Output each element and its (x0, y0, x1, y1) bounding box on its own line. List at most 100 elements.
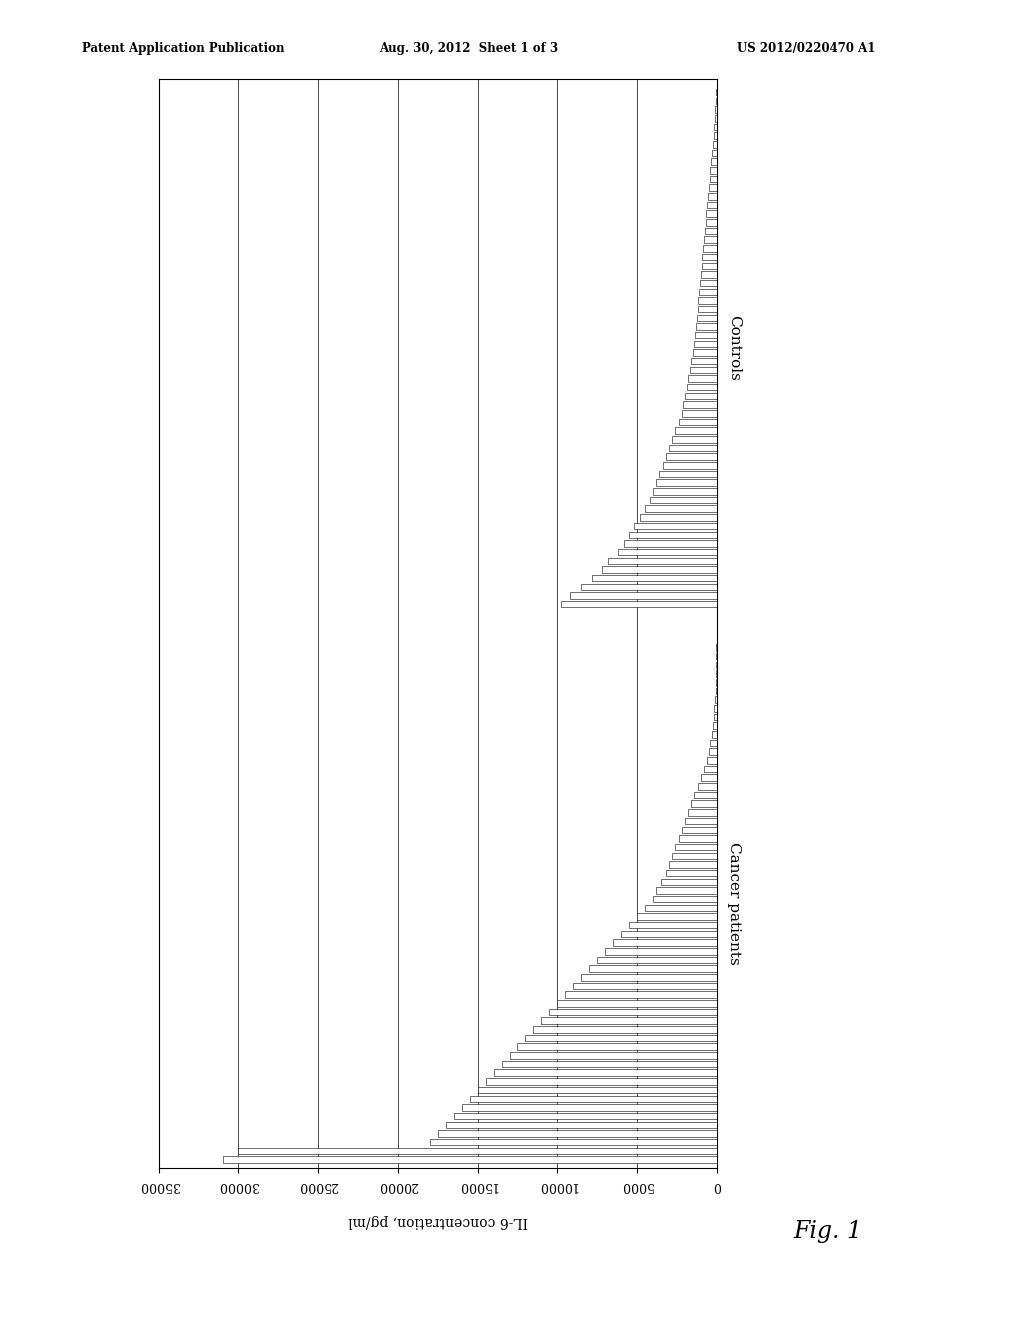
Bar (662, 879, 717, 886)
Bar (708, 202, 717, 209)
Bar (713, 141, 717, 148)
Bar (690, 367, 717, 374)
Bar (715, 124, 717, 131)
Bar (222, 1156, 717, 1163)
Bar (650, 496, 717, 503)
Bar (679, 836, 717, 842)
Bar (705, 766, 717, 772)
Bar (510, 1052, 717, 1059)
Bar (694, 341, 717, 347)
Text: Aug. 30, 2012  Sheet 1 of 3: Aug. 30, 2012 Sheet 1 of 3 (379, 42, 558, 55)
Bar (542, 1018, 717, 1024)
Bar (629, 532, 717, 539)
X-axis label: IL-6 concentration, pg/ml: IL-6 concentration, pg/ml (348, 1214, 527, 1228)
Bar (708, 193, 717, 199)
Bar (602, 566, 717, 573)
Bar (709, 185, 717, 191)
Bar (239, 1147, 717, 1154)
Bar (711, 168, 717, 173)
Bar (617, 549, 717, 556)
Bar (634, 523, 717, 529)
Bar (705, 228, 717, 235)
Bar (666, 453, 717, 459)
Bar (589, 965, 717, 972)
Bar (597, 957, 717, 964)
Bar (697, 306, 717, 313)
Bar (705, 236, 717, 243)
Bar (477, 1086, 717, 1093)
Bar (560, 601, 717, 607)
Bar (640, 515, 717, 520)
Bar (570, 593, 717, 599)
Bar (672, 436, 717, 442)
Bar (711, 739, 717, 746)
Bar (682, 411, 717, 417)
Bar (696, 323, 717, 330)
Bar (715, 107, 717, 112)
Bar (688, 375, 717, 381)
Bar (608, 557, 717, 564)
Bar (706, 219, 717, 226)
Bar (679, 418, 717, 425)
Text: US 2012/0220470 A1: US 2012/0220470 A1 (737, 42, 876, 55)
Bar (656, 479, 717, 486)
Bar (565, 991, 717, 998)
Bar (669, 445, 717, 451)
Bar (686, 384, 717, 391)
Bar (470, 1096, 717, 1102)
Bar (613, 940, 717, 946)
Bar (653, 488, 717, 495)
Bar (707, 210, 717, 216)
Bar (494, 1069, 717, 1076)
Bar (582, 583, 717, 590)
Bar (462, 1105, 717, 1110)
Bar (593, 576, 717, 581)
Bar (713, 722, 717, 729)
Bar (715, 705, 717, 711)
Bar (715, 697, 717, 702)
Bar (666, 870, 717, 876)
Bar (697, 314, 717, 321)
Bar (716, 98, 717, 104)
Bar (582, 974, 717, 981)
Text: Fig. 1: Fig. 1 (794, 1220, 862, 1243)
Bar (676, 428, 717, 434)
Bar (700, 280, 717, 286)
Bar (605, 948, 717, 954)
Bar (714, 714, 717, 721)
Bar (695, 331, 717, 338)
Bar (683, 401, 717, 408)
Bar (712, 158, 717, 165)
Bar (693, 350, 717, 356)
Text: Patent Application Publication: Patent Application Publication (82, 42, 285, 55)
Bar (550, 1008, 717, 1015)
Bar (637, 913, 717, 920)
Bar (688, 809, 717, 816)
Bar (629, 921, 717, 928)
Bar (573, 982, 717, 989)
Bar (659, 471, 717, 478)
Bar (625, 540, 717, 546)
Bar (697, 783, 717, 789)
Bar (645, 506, 717, 512)
Text: Cancer patients: Cancer patients (727, 842, 741, 965)
Bar (709, 748, 717, 755)
Bar (712, 731, 717, 738)
Bar (712, 149, 717, 156)
Bar (702, 253, 717, 260)
Bar (710, 176, 717, 182)
Bar (716, 688, 717, 694)
Bar (534, 1026, 717, 1032)
Bar (698, 297, 717, 304)
Bar (430, 1139, 717, 1146)
Bar (656, 887, 717, 894)
Bar (517, 1044, 717, 1049)
Bar (715, 115, 717, 121)
Bar (685, 818, 717, 825)
Bar (645, 904, 717, 911)
Bar (653, 896, 717, 903)
Bar (691, 800, 717, 807)
Text: Controls: Controls (727, 315, 741, 381)
Bar (703, 246, 717, 252)
Bar (701, 263, 717, 269)
